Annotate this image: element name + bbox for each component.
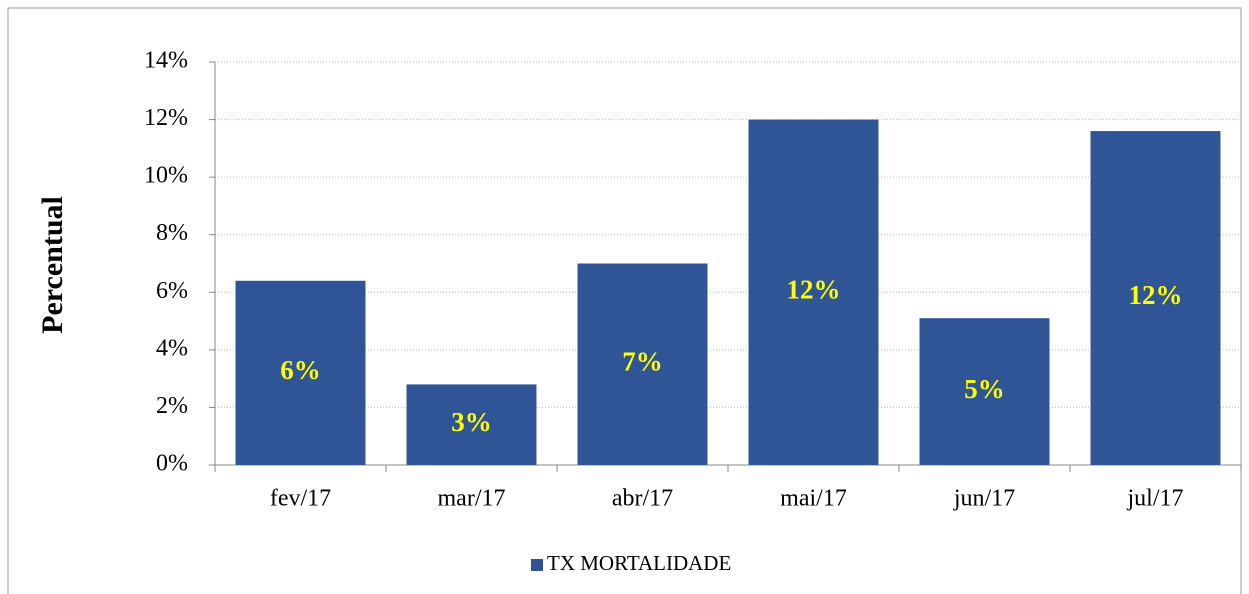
data-label: 6% <box>280 355 321 385</box>
bar <box>577 263 708 465</box>
data-label: 5% <box>964 374 1005 404</box>
y-tick-label: 2% <box>156 393 188 419</box>
data-label: 7% <box>622 346 663 376</box>
legend-label: TX MORTALIDADE <box>547 551 731 575</box>
y-axis-title: Percentual <box>36 196 69 334</box>
x-tick-label: mar/17 <box>438 486 506 512</box>
y-tick-label: 14% <box>144 48 188 74</box>
bar <box>235 280 366 465</box>
bar <box>748 119 879 466</box>
y-tick-label: 0% <box>156 451 188 477</box>
x-tick-label: jul/17 <box>1126 486 1183 512</box>
data-label: 12% <box>787 274 841 304</box>
x-tick-label: fev/17 <box>270 486 331 512</box>
y-tick-label: 12% <box>144 105 188 131</box>
x-tick-label: abr/17 <box>612 486 673 512</box>
x-tick-label: jun/17 <box>953 486 1015 512</box>
y-tick-label: 4% <box>156 335 188 361</box>
y-tick-label: 10% <box>144 163 188 189</box>
bar <box>919 318 1050 465</box>
legend-swatch <box>531 559 543 571</box>
chart-border <box>7 7 1242 594</box>
y-tick-label: 8% <box>156 220 188 246</box>
y-tick-label: 6% <box>156 278 188 304</box>
data-label: 3% <box>451 407 492 437</box>
data-label: 12% <box>1129 280 1183 310</box>
x-tick-label: mai/17 <box>780 486 847 512</box>
bar <box>1090 131 1221 466</box>
bar <box>406 384 537 465</box>
